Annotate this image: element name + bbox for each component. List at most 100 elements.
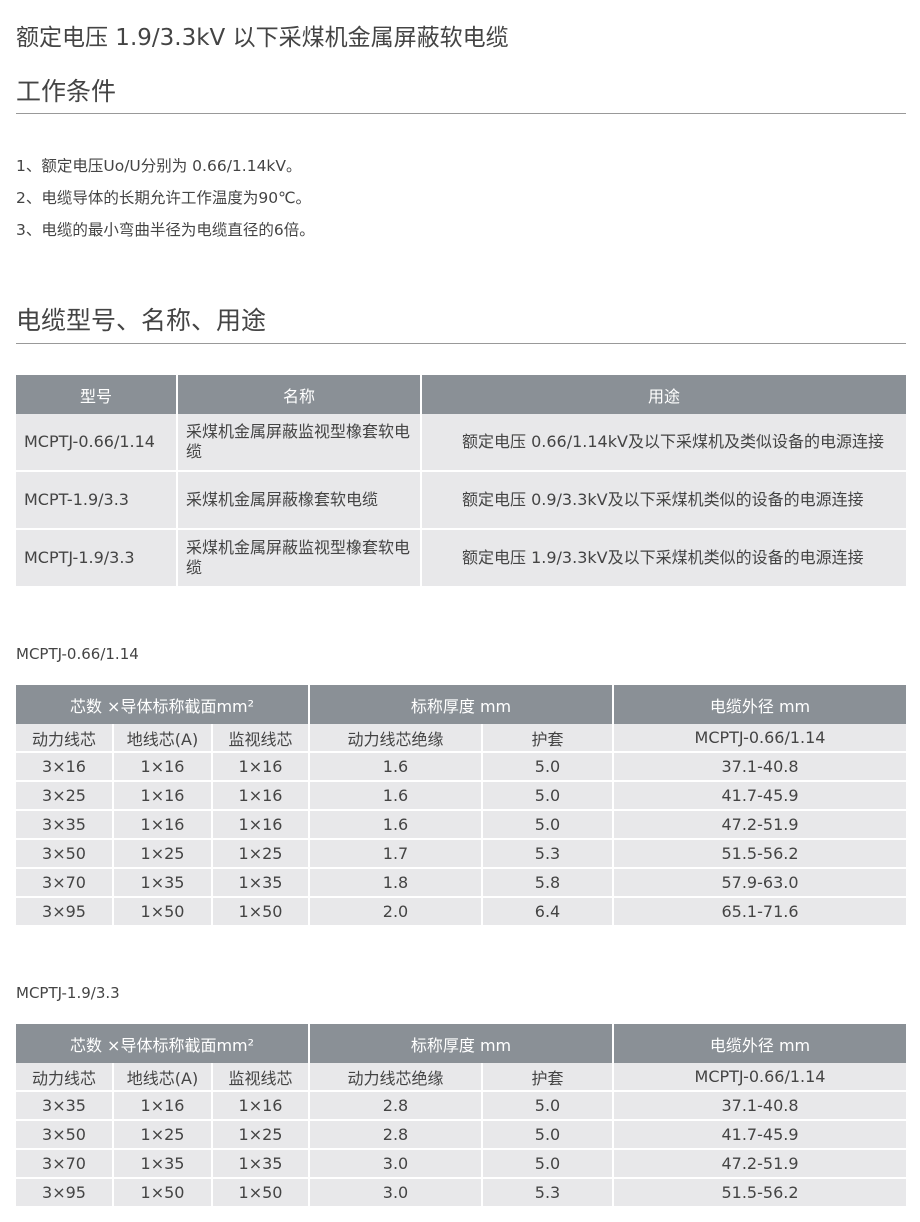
header-name: 名称 [177, 375, 422, 414]
table-cell: 1.6 [308, 752, 483, 782]
table-cell: 5.3 [481, 1178, 614, 1208]
table-cell: 额定电压 0.9/3.3kV及以下采煤机类似的设备的电源连接 [420, 471, 906, 530]
table-row: 3×50 1×25 1×25 1.7 5.3 51.5-56.2 [16, 839, 906, 869]
table-cell: 1×50 [112, 897, 213, 927]
table-cell: 3×70 [16, 868, 114, 898]
table-cell: 1.8 [308, 868, 483, 898]
divider [16, 113, 906, 114]
table-cell: MCPTJ-0.66/1.14 [612, 724, 906, 753]
table-row: 3×95 1×50 1×50 2.0 6.4 65.1-71.6 [16, 897, 906, 927]
group-header: 芯数 ×导体标称截面mm² [16, 685, 310, 724]
table-cell: 1×35 [112, 1149, 213, 1179]
table-cell: 动力线芯绝缘 [308, 724, 483, 753]
table-cell: 65.1-71.6 [612, 897, 906, 927]
table-cell: 5.0 [481, 1120, 614, 1150]
table-cell: 采煤机金属屏蔽监视型橡套软电缆 [176, 414, 422, 472]
models-heading: 电缆型号、名称、用途 [16, 306, 267, 335]
table-cell: MCPTJ-1.9/3.3 [16, 529, 178, 588]
table-cell: 57.9-63.0 [612, 868, 906, 898]
table-cell: 1.7 [308, 839, 483, 869]
table-cell: 监视线芯 [211, 1063, 310, 1092]
table-cell: 5.0 [481, 752, 614, 782]
table-cell: 1×16 [112, 810, 213, 840]
table-cell: 1×16 [211, 752, 310, 782]
table-cell: 额定电压 1.9/3.3kV及以下采煤机类似的设备的电源连接 [420, 529, 906, 588]
table-cell: 1×16 [211, 781, 310, 811]
conditions-heading: 工作条件 [16, 77, 117, 106]
table-row: 3×95 1×50 1×50 3.0 5.3 51.5-56.2 [16, 1178, 906, 1208]
table-cell: 5.8 [481, 868, 614, 898]
table-cell: 采煤机金属屏蔽橡套软电缆 [176, 471, 422, 530]
table-cell: 1×16 [211, 810, 310, 840]
spec-table-1: 芯数 ×导体标称截面mm² 标称厚度 mm 电缆外径 mm 动力线芯 地线芯(A) 监视线… [16, 685, 906, 927]
condition-item: 3、电缆的最小弯曲半径为电缆直径的6倍。 [16, 221, 315, 239]
table-cell: MCPTJ-0.66/1.14 [16, 414, 178, 472]
table-cell: 动力线芯绝缘 [308, 1063, 483, 1092]
table-cell: 护套 [481, 724, 614, 753]
table-cell: 3×35 [16, 810, 114, 840]
table-cell: 1×16 [112, 781, 213, 811]
table-cell: 5.0 [481, 810, 614, 840]
table-cell: 41.7-45.9 [612, 1120, 906, 1150]
group-header: 芯数 ×导体标称截面mm² [16, 1024, 310, 1063]
table-cell: 5.3 [481, 839, 614, 869]
table-row: MCPTJ-1.9/3.3 采煤机金属屏蔽监视型橡套软电缆 额定电压 1.9/3.3… [16, 529, 906, 588]
group-header: 标称厚度 mm [309, 1024, 614, 1063]
condition-item: 1、额定电压Uo/U分别为 0.66/1.14kV。 [16, 157, 302, 175]
table-cell: 1×25 [211, 1120, 310, 1150]
table-cell: 地线芯(A) [112, 724, 213, 753]
group-header: 电缆外径 mm [613, 685, 906, 724]
spec1-label: MCPTJ-0.66/1.14 [16, 645, 139, 663]
table-cell: 额定电压 0.66/1.14kV及以下采煤机及类似设备的电源连接 [420, 414, 906, 472]
table-cell: 3.0 [308, 1149, 483, 1179]
table-cell: 3×50 [16, 1120, 114, 1150]
table-cell: 37.1-40.8 [612, 752, 906, 782]
table-cell: 1×25 [112, 1120, 213, 1150]
table-cell: 1×35 [112, 868, 213, 898]
table-cell: 动力线芯 [16, 1063, 114, 1092]
condition-item: 2、电缆导体的长期允许工作温度为90℃。 [16, 189, 311, 207]
table-cell: 采煤机金属屏蔽监视型橡套软电缆 [176, 529, 422, 588]
table-cell: 3×95 [16, 1178, 114, 1208]
table-cell: 3×70 [16, 1149, 114, 1179]
table-cell: 3×25 [16, 781, 114, 811]
spec2-label: MCPTJ-1.9/3.3 [16, 984, 120, 1002]
models-table: 型号 名称 用途 MCPTJ-0.66/1.14 采煤机金属屏蔽监视型橡套软电缆 额定电… [16, 375, 906, 588]
page-title: 额定电压 1.9/3.3kV 以下采煤机金属屏蔽软电缆 [16, 25, 509, 51]
table-cell: 1×35 [211, 1149, 310, 1179]
table-cell: 1×50 [112, 1178, 213, 1208]
table-cell: 动力线芯 [16, 724, 114, 753]
table-row: 3×35 1×16 1×16 2.8 5.0 37.1-40.8 [16, 1091, 906, 1121]
header-usage: 用途 [421, 375, 906, 414]
table-cell: MCPTJ-0.66/1.14 [612, 1063, 906, 1092]
table-cell: 51.5-56.2 [612, 1178, 906, 1208]
conditions-list: 1、额定电压Uo/U分别为 0.66/1.14kV。 2、电缆导体的长期允许工作… [16, 150, 315, 246]
table-cell: 6.4 [481, 897, 614, 927]
table-cell: 1×16 [112, 752, 213, 782]
table-cell: 3×95 [16, 897, 114, 927]
table-row: 3×70 1×35 1×35 3.0 5.0 47.2-51.9 [16, 1149, 906, 1179]
table-cell: MCPT-1.9/3.3 [16, 471, 178, 530]
table-cell: 护套 [481, 1063, 614, 1092]
table-cell: 47.2-51.9 [612, 1149, 906, 1179]
table-row: 3×50 1×25 1×25 2.8 5.0 41.7-45.9 [16, 1120, 906, 1150]
table-cell: 监视线芯 [211, 724, 310, 753]
table-row: 动力线芯 地线芯(A) 监视线芯 动力线芯绝缘 护套 MCPTJ-0.66/1.14 [16, 1063, 906, 1092]
table-cell: 1.6 [308, 810, 483, 840]
table-row: 动力线芯 地线芯(A) 监视线芯 动力线芯绝缘 护套 MCPTJ-0.66/1.14 [16, 724, 906, 753]
group-header: 电缆外径 mm [613, 1024, 906, 1063]
table-row: 3×70 1×35 1×35 1.8 5.8 57.9-63.0 [16, 868, 906, 898]
table-cell: 2.8 [308, 1120, 483, 1150]
table-cell: 47.2-51.9 [612, 810, 906, 840]
table-row: 3×16 1×16 1×16 1.6 5.0 37.1-40.8 [16, 752, 906, 782]
table-cell: 2.8 [308, 1091, 483, 1121]
spec-table-2: 芯数 ×导体标称截面mm² 标称厚度 mm 电缆外径 mm 动力线芯 地线芯(A) 监视线… [16, 1024, 906, 1208]
table-cell: 1×25 [211, 839, 310, 869]
table-cell: 3×50 [16, 839, 114, 869]
table-cell: 5.0 [481, 1149, 614, 1179]
table-cell: 5.0 [481, 1091, 614, 1121]
table-cell: 1×50 [211, 1178, 310, 1208]
table-cell: 地线芯(A) [112, 1063, 213, 1092]
table-cell: 41.7-45.9 [612, 781, 906, 811]
divider [16, 343, 906, 344]
